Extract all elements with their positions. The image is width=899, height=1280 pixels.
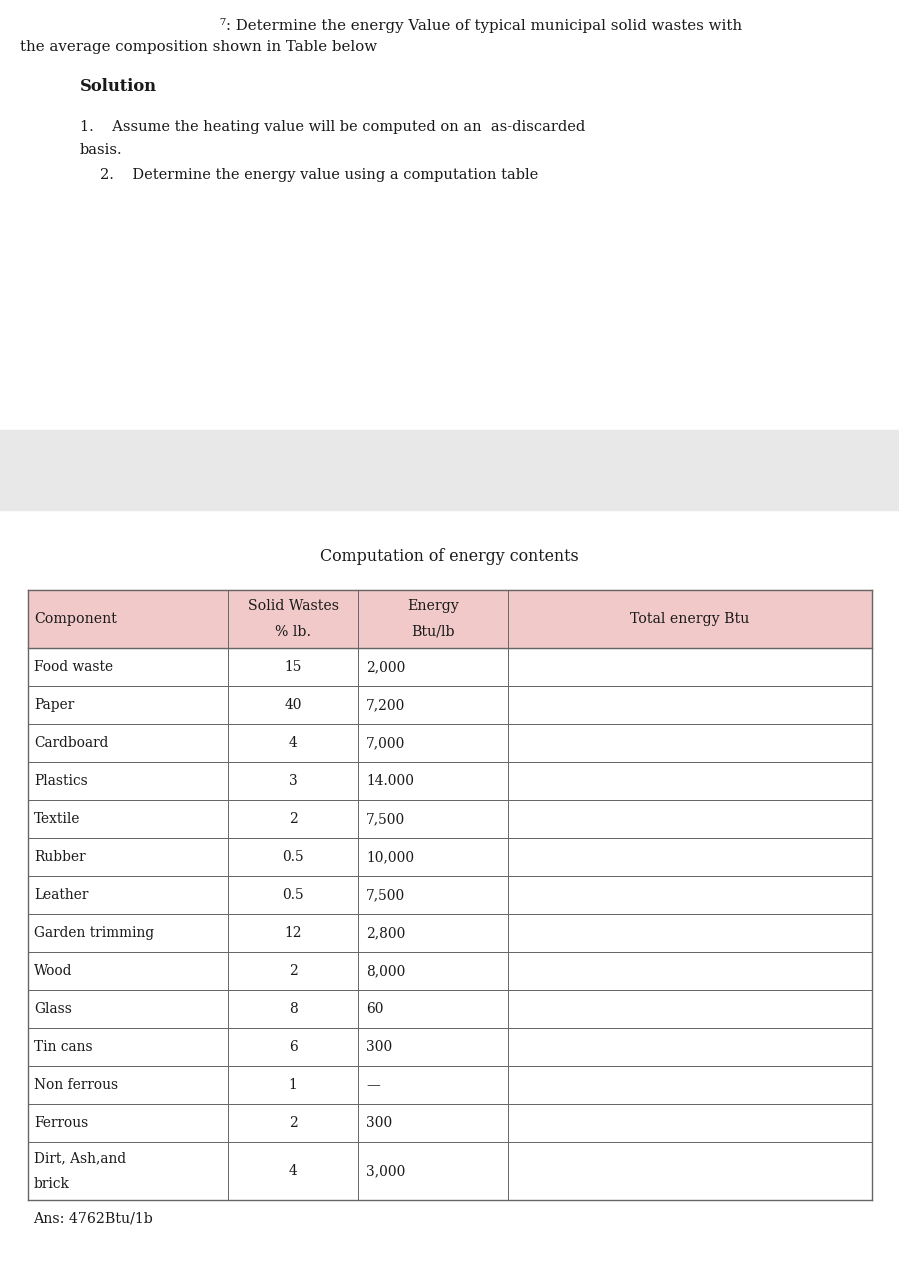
Text: 6: 6	[289, 1039, 298, 1053]
Text: 2: 2	[289, 1116, 298, 1130]
Text: Wood: Wood	[34, 964, 73, 978]
Text: 1: 1	[289, 1078, 298, 1092]
Text: 2: 2	[289, 964, 298, 978]
Text: Plastics: Plastics	[34, 774, 88, 788]
Text: Non ferrous: Non ferrous	[34, 1078, 118, 1092]
Text: ⁷: Determine the energy Value of typical municipal solid wastes with: ⁷: Determine the energy Value of typical…	[220, 18, 743, 33]
Text: Computation of energy contents: Computation of energy contents	[320, 548, 578, 564]
Text: Leather: Leather	[34, 888, 88, 902]
Text: Paper: Paper	[34, 698, 75, 712]
Text: the average composition shown in Table below: the average composition shown in Table b…	[20, 40, 377, 54]
Text: 8,000: 8,000	[366, 964, 405, 978]
Text: 7,200: 7,200	[366, 698, 405, 712]
Text: brick: brick	[34, 1176, 70, 1190]
Text: Dirt, Ash,and: Dirt, Ash,and	[34, 1151, 126, 1165]
Text: Rubber: Rubber	[34, 850, 85, 864]
Text: Btu/lb: Btu/lb	[411, 625, 455, 639]
Text: 300: 300	[366, 1116, 392, 1130]
Text: Solid Wastes: Solid Wastes	[247, 599, 339, 613]
Text: 2,800: 2,800	[366, 925, 405, 940]
Text: 14.000: 14.000	[366, 774, 414, 788]
Text: —: —	[366, 1078, 379, 1092]
Text: Energy: Energy	[407, 599, 458, 613]
Text: 0.5: 0.5	[282, 850, 304, 864]
Text: 15: 15	[284, 660, 302, 675]
Text: basis.: basis.	[80, 143, 122, 157]
Text: 7,500: 7,500	[366, 812, 405, 826]
Text: Ferrous: Ferrous	[34, 1116, 88, 1130]
Text: Tin cans: Tin cans	[34, 1039, 93, 1053]
Text: 3,000: 3,000	[366, 1164, 405, 1178]
Text: 4: 4	[289, 1164, 298, 1178]
Text: 60: 60	[366, 1002, 384, 1016]
Text: 10,000: 10,000	[366, 850, 414, 864]
Text: Component: Component	[34, 612, 117, 626]
Text: Garden trimming: Garden trimming	[34, 925, 154, 940]
Text: Total energy Btu: Total energy Btu	[630, 612, 750, 626]
Text: Textile: Textile	[34, 812, 81, 826]
Text: 1.    Assume the heating value will be computed on an  as-discarded: 1. Assume the heating value will be comp…	[80, 120, 585, 134]
Text: 7,000: 7,000	[366, 736, 405, 750]
Text: 2: 2	[289, 812, 298, 826]
Text: % lb.: % lb.	[275, 625, 311, 639]
Text: Ans: 4762Btu/1b: Ans: 4762Btu/1b	[33, 1212, 153, 1226]
Text: 300: 300	[366, 1039, 392, 1053]
Text: 2.    Determine the energy value using a computation table: 2. Determine the energy value using a co…	[100, 168, 539, 182]
Text: Food waste: Food waste	[34, 660, 113, 675]
Bar	[0, 430, 899, 509]
Text: 7,500: 7,500	[366, 888, 405, 902]
Text: Glass: Glass	[34, 1002, 72, 1016]
Text: Solution: Solution	[80, 78, 157, 95]
Text: 12: 12	[284, 925, 302, 940]
Text: 4: 4	[289, 736, 298, 750]
Text: 3: 3	[289, 774, 298, 788]
Text: Cardboard: Cardboard	[34, 736, 109, 750]
Text: 40: 40	[284, 698, 302, 712]
Bar	[28, 590, 872, 648]
Text: 8: 8	[289, 1002, 298, 1016]
Text: 0.5: 0.5	[282, 888, 304, 902]
Text: 2,000: 2,000	[366, 660, 405, 675]
